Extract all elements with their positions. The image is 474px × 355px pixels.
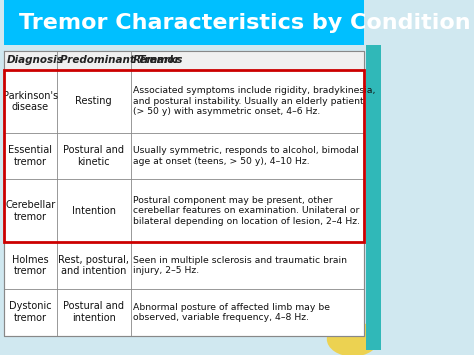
Text: Parkinson's
disease: Parkinson's disease	[3, 91, 58, 112]
Text: Postural and
intention: Postural and intention	[63, 301, 124, 323]
Text: Usually symmetric, responds to alcohol, bimodal
age at onset (teens, > 50 y), 4–: Usually symmetric, responds to alcohol, …	[133, 146, 359, 166]
Text: Intention: Intention	[72, 206, 116, 216]
Text: Rest, postural,
and intention: Rest, postural, and intention	[58, 255, 129, 277]
Ellipse shape	[327, 322, 379, 355]
Text: Remarks: Remarks	[133, 55, 183, 65]
Text: Associated symptoms include rigidity, bradykinesia,
and postural instability. Us: Associated symptoms include rigidity, br…	[133, 87, 375, 116]
Text: Abnormal posture of affected limb may be
observed, variable frequency, 4–8 Hz.: Abnormal posture of affected limb may be…	[133, 302, 330, 322]
FancyBboxPatch shape	[4, 0, 364, 45]
Text: Holmes
tremor: Holmes tremor	[12, 255, 49, 277]
Text: Postural component may be present, other
cerebellar features on examination. Uni: Postural component may be present, other…	[133, 196, 360, 226]
Text: Tremor Characteristics by Condition: Tremor Characteristics by Condition	[18, 13, 470, 33]
FancyBboxPatch shape	[366, 45, 381, 350]
FancyBboxPatch shape	[4, 51, 364, 70]
Text: Diagnosis: Diagnosis	[6, 55, 63, 65]
Text: Resting: Resting	[75, 96, 112, 106]
Text: Cerebellar
tremor: Cerebellar tremor	[5, 200, 55, 222]
Text: Postural and
kinetic: Postural and kinetic	[63, 145, 124, 167]
Text: Essential
tremor: Essential tremor	[9, 145, 52, 167]
Text: Seen in multiple sclerosis and traumatic brain
injury, 2–5 Hz.: Seen in multiple sclerosis and traumatic…	[133, 256, 347, 275]
Text: Predominant Tremor: Predominant Tremor	[60, 55, 179, 65]
Text: Dystonic
tremor: Dystonic tremor	[9, 301, 52, 323]
FancyBboxPatch shape	[4, 51, 364, 335]
